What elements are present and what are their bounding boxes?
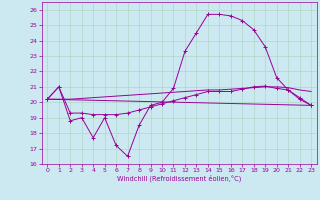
X-axis label: Windchill (Refroidissement éolien,°C): Windchill (Refroidissement éolien,°C) [117, 175, 241, 182]
